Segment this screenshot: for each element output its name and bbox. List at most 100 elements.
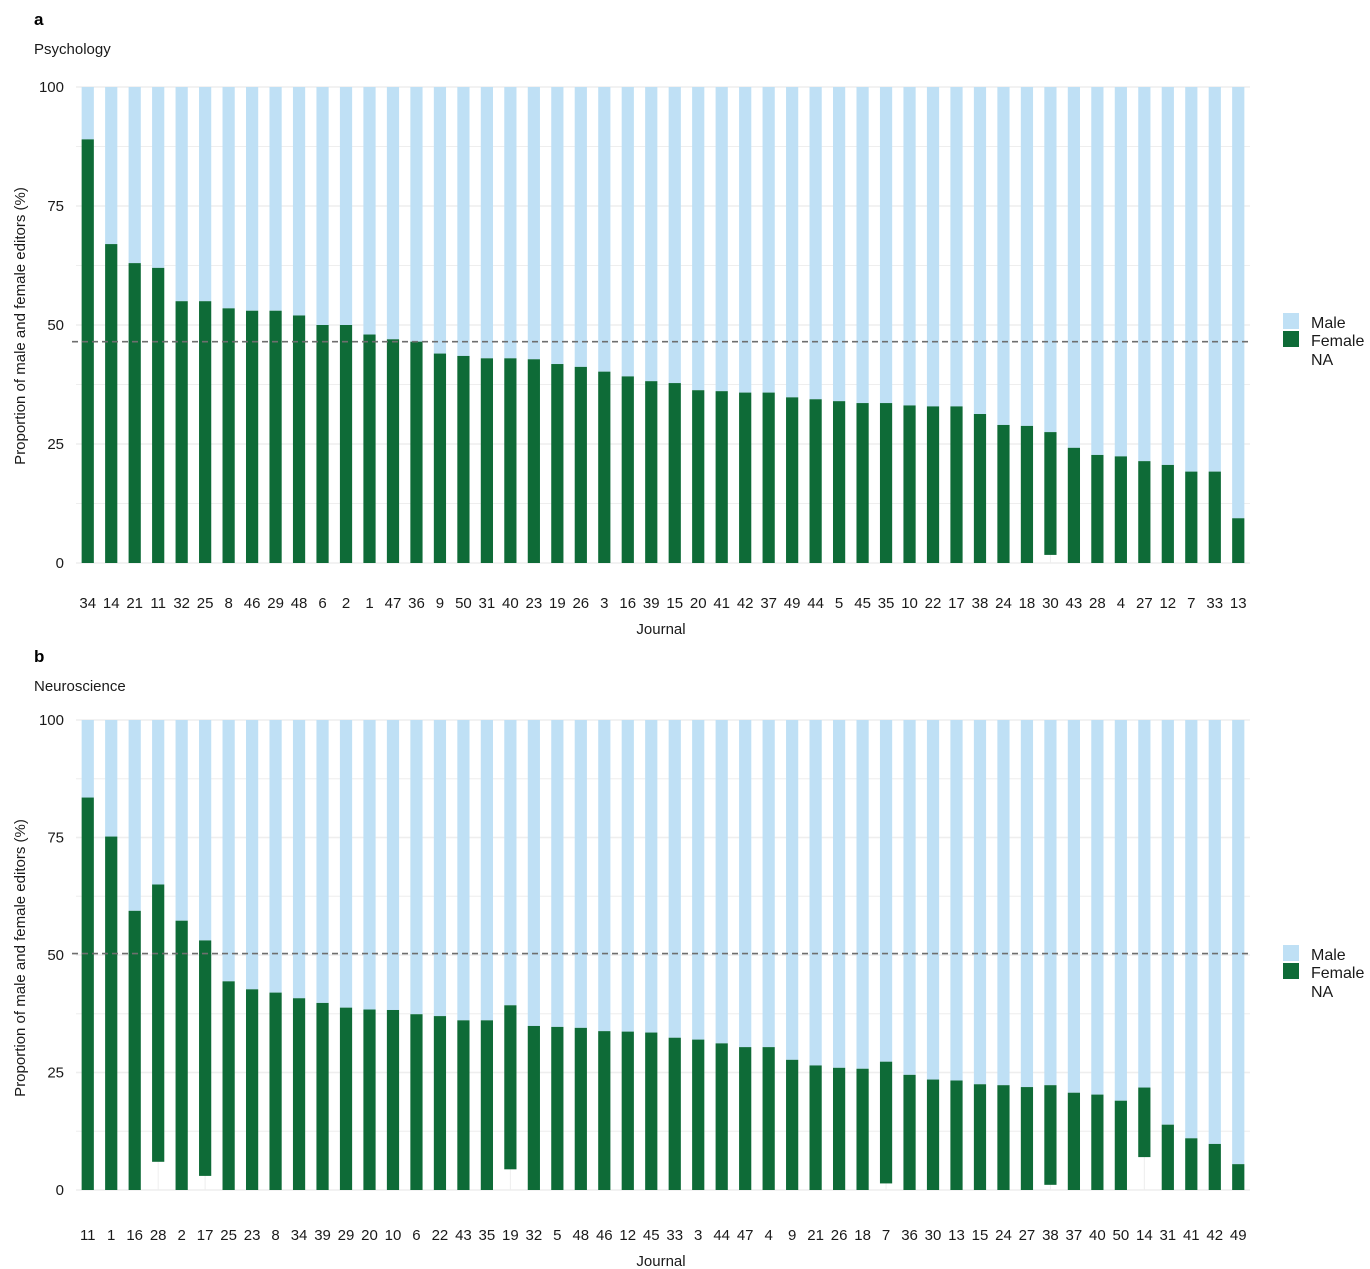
panel-b-x-tick-label: 1 [107, 1227, 115, 1244]
panel-a-bar-male-45 [856, 87, 869, 404]
panel-b-bar-male-43 [457, 720, 470, 1021]
panel-a-bar-male-7 [1185, 87, 1198, 472]
panel-a-x-tick-label: 11 [150, 595, 166, 612]
panel-a-bar-female-1 [363, 334, 376, 563]
panel-b-bar-male-12 [621, 720, 634, 1032]
panel-a-bar-female-29 [269, 310, 282, 563]
panel-a-bar-male-2 [339, 87, 353, 325]
panel-b-bar-male-9 [786, 720, 799, 1060]
panel-b-x-tick-label: 31 [1159, 1227, 1176, 1244]
panel-b-x-tick-label: 50 [1113, 1227, 1130, 1244]
panel-b-bar-female-8 [269, 992, 282, 1190]
panel-a-bar-male-19 [551, 87, 564, 365]
panel-b-bar-male-18 [856, 720, 869, 1069]
panel-b-bar-female-1 [105, 836, 118, 1190]
panel-b-bar-female-17 [199, 940, 212, 1176]
panel-b-x-tick-label: 7 [882, 1227, 890, 1244]
panel-b-bar-female-19 [504, 1005, 517, 1170]
panel-a-x-tick-label: 38 [972, 595, 989, 612]
panel-a-legend-female-label: Female [1311, 333, 1364, 350]
panel-a-bar-female-43 [1067, 447, 1081, 563]
panel-a-bar-female-10 [903, 405, 916, 563]
panel-b-legend: Male Female NA [1283, 945, 1364, 1001]
panel-a-x-ticks: 34 14 21 11 32 25 8 46 29 48 6 2 1 47 36 9 50 31 40 23 19 26 3… [79, 595, 1246, 612]
panel-b-bar-female-32 [527, 1025, 540, 1190]
panel-a-bar-female-42 [739, 392, 752, 563]
panel-a-x-tick-label: 5 [835, 595, 843, 612]
panel-b-x-tick-label: 19 [502, 1227, 519, 1244]
panel-a-x-tick-label: 45 [854, 595, 871, 612]
panel-b-bar-male-29 [339, 720, 353, 1008]
panel-a-bar-male-26 [574, 87, 587, 367]
panel-a-x-tick-label: 9 [436, 595, 444, 612]
panel-a-bar-male-23 [527, 87, 540, 360]
panel-b-bar-female-28 [152, 884, 165, 1162]
panel-letter-a: a [34, 10, 44, 29]
panel-a-bar-female-15 [668, 383, 681, 563]
panel-a-bar-male-30 [1044, 87, 1057, 433]
panel-a-x-tick-label: 7 [1187, 595, 1195, 612]
panel-b-bar-male-44 [715, 720, 728, 1044]
panel-b-x-tick-label: 11 [80, 1227, 96, 1244]
panel-a-y-tick-label: 75 [47, 198, 64, 215]
panel-a-bar-male-29 [269, 87, 282, 311]
panel-b-x-tick-label: 29 [338, 1227, 355, 1244]
panel-a-x-tick-label: 21 [126, 595, 143, 612]
panel-b-x-ticks: 11 1 16 28 2 17 25 23 8 34 39 29 20 10 6 22 43 35 19 32 5 48 4… [80, 1227, 1247, 1244]
panel-a-bar-male-49 [786, 87, 799, 398]
panel-a-y-ticks: 0 25 50 75 100 [39, 79, 64, 572]
panel-b-bar-male-45 [645, 720, 658, 1033]
panel-b-bar-male-3 [692, 720, 705, 1040]
panel-b-bar-female-18 [856, 1068, 869, 1190]
panel-a-y-tick-label: 0 [56, 555, 64, 572]
panel-b-bar-female-7 [879, 1061, 893, 1184]
panel-a-x-tick-label: 1 [365, 595, 373, 612]
panel-a-x-tick-label: 16 [619, 595, 636, 612]
panel-b-bar-male-15 [973, 720, 987, 1085]
panel-a-bar-female-28 [1091, 454, 1104, 563]
panel-a-bar-female-6 [316, 325, 329, 563]
panel-b-bar-female-23 [245, 989, 259, 1190]
panel-a-bar-male-42 [739, 87, 752, 393]
panel-b-x-tick-label: 32 [526, 1227, 543, 1244]
panel-b-bar-female-47 [739, 1047, 752, 1190]
panel-a-bar-female-16 [621, 376, 634, 563]
panel-b-x-tick-label: 3 [694, 1227, 702, 1244]
panel-a-bar-female-24 [997, 424, 1010, 563]
panel-b-bar-female-42 [1208, 1143, 1221, 1190]
panel-a-bar-female-17 [950, 406, 963, 563]
panel-b-bar-female-31 [1161, 1124, 1174, 1190]
panel-b-bar-male-20 [363, 720, 376, 1010]
panel-b-x-tick-label: 16 [126, 1227, 143, 1244]
panel-b-y-tick-label: 100 [39, 712, 64, 729]
panel-a-bar-male-8 [222, 87, 235, 309]
panel-b-bar-female-10 [386, 1009, 400, 1190]
panel-a-bar-male-33 [1208, 87, 1221, 472]
panel-b-bar-female-36 [903, 1074, 916, 1190]
panel-a-bar-male-9 [433, 87, 447, 354]
panel-a-bar-female-41 [715, 391, 728, 563]
panel-b-bar-male-26 [832, 720, 846, 1068]
panel-a-bar-female-13 [1232, 518, 1245, 563]
panel-b-x-tick-label: 20 [361, 1227, 378, 1244]
panel-a-bar-male-16 [621, 87, 634, 377]
panel-b-bars [81, 720, 1245, 1190]
panel-b-bar-female-22 [433, 1016, 447, 1190]
panel-b-bar-female-30 [926, 1079, 940, 1190]
panel-a-bar-male-34 [81, 87, 94, 140]
panel-b-x-tick-label: 5 [553, 1227, 561, 1244]
panel-a-x-tick-label: 13 [1230, 595, 1247, 612]
panel-b-x-tick-label: 47 [737, 1227, 754, 1244]
panel-b-x-tick-label: 33 [666, 1227, 683, 1244]
panel-b-bar-female-2 [175, 920, 188, 1190]
panel-b-x-tick-label: 24 [995, 1227, 1012, 1244]
panel-b-bar-male-35 [480, 720, 494, 1021]
panel-b-x-tick-label: 10 [385, 1227, 402, 1244]
panel-a-bar-male-21 [128, 87, 141, 264]
panel-b-bar-female-37 [1067, 1092, 1081, 1190]
panel-a-bar-male-38 [973, 87, 987, 415]
panel-a-bar-female-12 [1161, 464, 1174, 563]
panel-b-x-tick-label: 37 [1066, 1227, 1083, 1244]
panel-b-bar-male-16 [128, 720, 141, 911]
